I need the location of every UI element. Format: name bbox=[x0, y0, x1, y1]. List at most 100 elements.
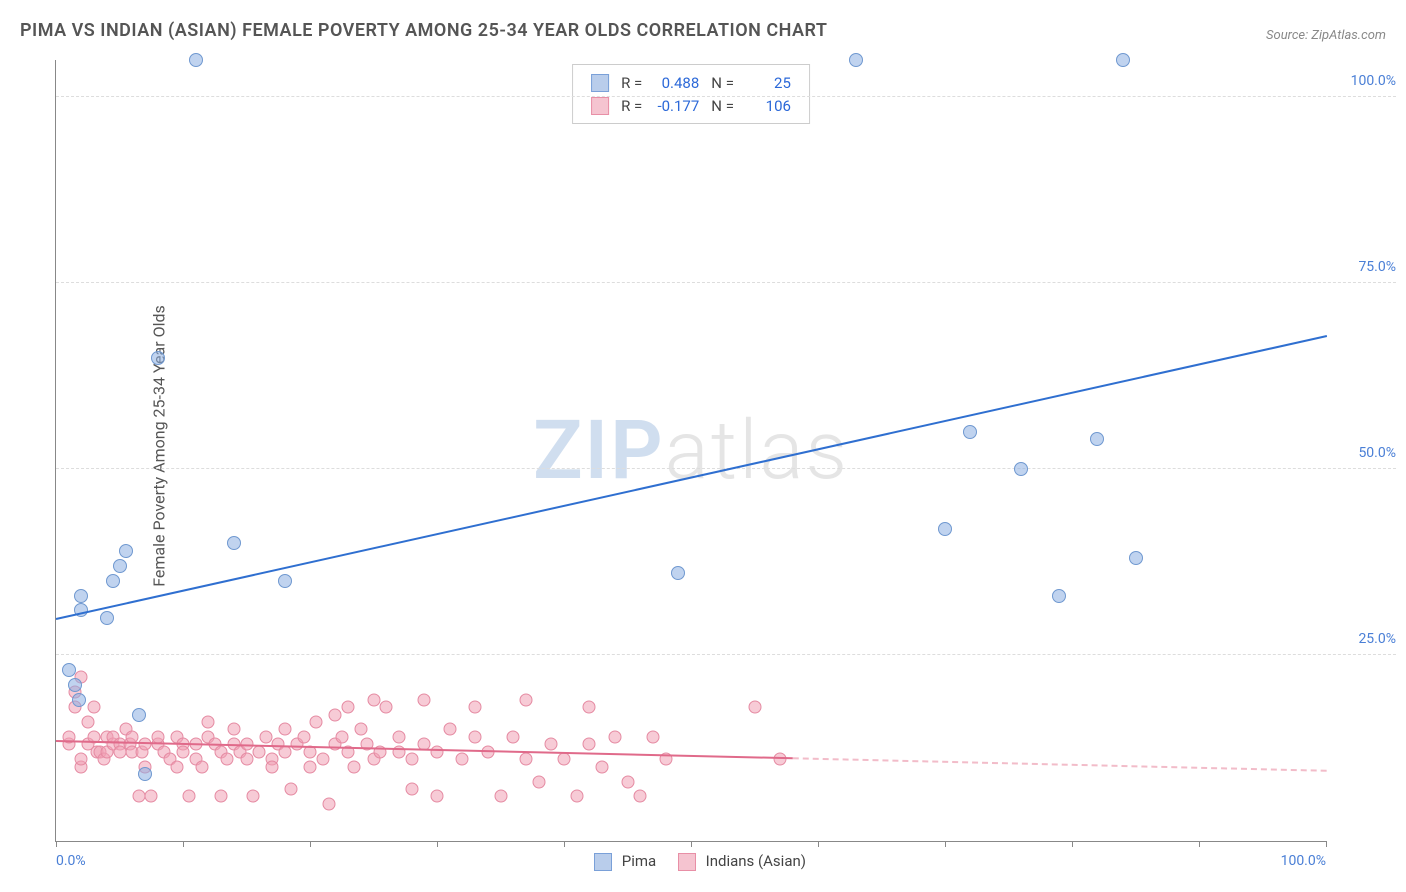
indians-point bbox=[177, 745, 190, 758]
x-tick bbox=[437, 841, 438, 847]
y-tick-label: 75.0% bbox=[1336, 259, 1396, 275]
r-label: R = bbox=[621, 97, 642, 115]
pima-point bbox=[132, 708, 146, 722]
indians-point bbox=[405, 782, 418, 795]
indians-point bbox=[456, 753, 469, 766]
indians-point bbox=[367, 693, 380, 706]
watermark-atlas: atlas bbox=[665, 403, 849, 499]
pima-point bbox=[1014, 462, 1028, 476]
indians-r-value: -0.177 bbox=[654, 97, 699, 115]
n-label: N = bbox=[711, 97, 734, 115]
indians-swatch bbox=[591, 97, 609, 115]
indians-n-value: 106 bbox=[746, 97, 791, 115]
indians-point bbox=[138, 738, 151, 751]
indians-point bbox=[304, 760, 317, 773]
indians-point bbox=[431, 745, 444, 758]
indians-point bbox=[253, 745, 266, 758]
indians-point bbox=[519, 753, 532, 766]
x-tick bbox=[1072, 841, 1073, 847]
legend-row-indians: R = -0.177 N = 106 bbox=[585, 94, 797, 117]
pima-point bbox=[68, 678, 82, 692]
indians-point bbox=[443, 723, 456, 736]
indians-point bbox=[265, 760, 278, 773]
correlation-legend: R = 0.488 N = 25 R = -0.177 N = 106 bbox=[572, 64, 810, 124]
indians-point bbox=[278, 723, 291, 736]
pima-point bbox=[74, 589, 88, 603]
x-tick bbox=[564, 841, 565, 847]
indians-point bbox=[323, 797, 336, 810]
x-tick bbox=[183, 841, 184, 847]
x-tick-label: 0.0% bbox=[56, 853, 86, 869]
n-label: N = bbox=[711, 74, 734, 92]
gridline-h bbox=[56, 282, 1396, 283]
indians-point bbox=[469, 701, 482, 714]
pima-trendline bbox=[56, 336, 1327, 619]
pima-point bbox=[671, 566, 685, 580]
indians-point bbox=[380, 701, 393, 714]
indians-point bbox=[570, 790, 583, 803]
indians-point bbox=[621, 775, 634, 788]
indians-point bbox=[342, 701, 355, 714]
pima-point bbox=[100, 611, 114, 625]
scatter-plot: ZIPatlas R = 0.488 N = 25 R = -0.177 N =… bbox=[55, 60, 1326, 842]
indians-point bbox=[227, 723, 240, 736]
x-tick bbox=[310, 841, 311, 847]
x-tick-label: 100.0% bbox=[1281, 853, 1326, 869]
indians-point bbox=[431, 790, 444, 803]
pima-point bbox=[151, 351, 165, 365]
pima-legend-swatch bbox=[594, 853, 612, 871]
indians-point bbox=[773, 753, 786, 766]
indians-point bbox=[246, 790, 259, 803]
gridline-h bbox=[56, 654, 1396, 655]
indians-point bbox=[348, 760, 361, 773]
indians-point bbox=[297, 730, 310, 743]
indians-point bbox=[316, 753, 329, 766]
x-tick bbox=[56, 841, 57, 847]
x-tick bbox=[945, 841, 946, 847]
x-tick bbox=[1199, 841, 1200, 847]
indians-point bbox=[329, 708, 342, 721]
indians-point bbox=[748, 701, 761, 714]
pima-point bbox=[963, 425, 977, 439]
indians-point bbox=[405, 753, 418, 766]
indians-point bbox=[215, 790, 228, 803]
indians-point bbox=[583, 738, 596, 751]
indians-point bbox=[608, 730, 621, 743]
pima-point bbox=[938, 522, 952, 536]
indians-point bbox=[132, 790, 145, 803]
indians-point bbox=[183, 790, 196, 803]
y-tick-label: 100.0% bbox=[1336, 73, 1396, 89]
indians-point bbox=[519, 693, 532, 706]
indians-point bbox=[88, 701, 101, 714]
legend-row-pima: R = 0.488 N = 25 bbox=[585, 71, 797, 94]
pima-point bbox=[62, 663, 76, 677]
pima-legend-label: Pima bbox=[622, 852, 656, 870]
indians-legend-swatch bbox=[678, 853, 696, 871]
x-tick bbox=[1326, 841, 1327, 847]
y-tick-label: 25.0% bbox=[1336, 631, 1396, 647]
pima-point bbox=[849, 53, 863, 67]
indians-point bbox=[221, 753, 234, 766]
indians-point bbox=[284, 782, 297, 795]
gridline-h bbox=[56, 96, 1396, 97]
pima-point bbox=[278, 574, 292, 588]
pima-r-value: 0.488 bbox=[654, 74, 699, 92]
indians-point bbox=[259, 730, 272, 743]
indians-point bbox=[494, 790, 507, 803]
indians-point bbox=[170, 760, 183, 773]
indians-point bbox=[646, 730, 659, 743]
indians-point bbox=[558, 753, 571, 766]
y-tick-label: 50.0% bbox=[1336, 445, 1396, 461]
indians-point bbox=[310, 716, 323, 729]
source-attribution: Source: ZipAtlas.com bbox=[1266, 28, 1386, 43]
r-label: R = bbox=[621, 74, 642, 92]
indians-point bbox=[202, 716, 215, 729]
pima-point bbox=[113, 559, 127, 573]
x-tick bbox=[691, 841, 692, 847]
pima-point bbox=[138, 767, 152, 781]
pima-point bbox=[1052, 589, 1066, 603]
indians-point bbox=[240, 753, 253, 766]
indians-point bbox=[469, 730, 482, 743]
pima-point bbox=[72, 693, 86, 707]
pima-point bbox=[227, 536, 241, 550]
